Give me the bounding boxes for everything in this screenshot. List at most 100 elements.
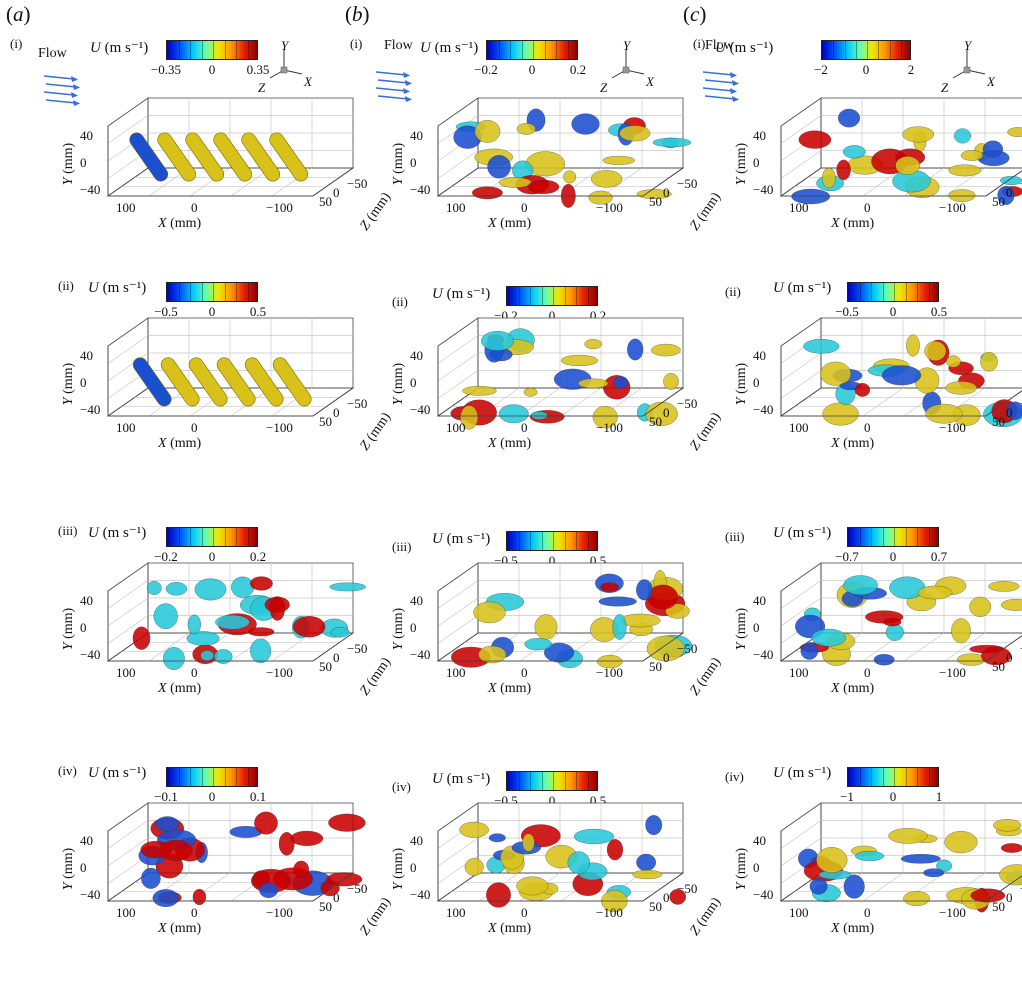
colorbar-segment [901, 41, 902, 59]
colorbar-segment [213, 768, 214, 786]
x-tick-label: −100 [266, 665, 293, 681]
x-axis-var: X [831, 436, 840, 451]
isosurface-blob [918, 586, 952, 599]
colorbar [847, 282, 939, 302]
colorbar-segment [553, 287, 554, 305]
colorbar [847, 527, 939, 547]
y-axis-var: Y [734, 642, 749, 650]
y-axis-unit: (mm) [734, 608, 749, 639]
x-axis-label: X (mm) [831, 921, 874, 937]
colorbar-var: U [432, 286, 443, 302]
isosurface-blob [159, 840, 192, 861]
z-tick-label: 0 [333, 650, 340, 666]
colorbar-segment [883, 528, 884, 546]
y-axis-label: Y (mm) [391, 848, 407, 890]
x-tick-label: 100 [446, 420, 466, 436]
y-tick-label: −40 [753, 647, 773, 663]
colorbar-title: U (m s⁻¹) [88, 278, 146, 297]
colorbar-unit: (m s⁻¹) [730, 40, 774, 56]
isosurface-blob [855, 851, 884, 861]
x-axis-var: X [158, 681, 167, 696]
z-tick-label: 50 [992, 899, 1005, 915]
colorbar [166, 282, 258, 302]
x-tick-label: 0 [864, 200, 871, 216]
z-tick-label: 0 [1006, 650, 1013, 666]
isosurface-blob [903, 891, 929, 906]
x-tick-label: 100 [116, 905, 136, 921]
colorbar-segment [179, 768, 180, 786]
y-axis-unit: (mm) [391, 363, 406, 394]
y-axis-var: Y [61, 177, 76, 185]
y-axis-label: Y (mm) [61, 143, 77, 185]
isosurface-blob [896, 156, 920, 174]
3d-axes-box [340, 805, 660, 1000]
isosurface-blob [193, 889, 206, 905]
y-tick-label: 0 [80, 620, 87, 636]
colorbar-segment [533, 41, 534, 59]
x-tick-label: −100 [939, 665, 966, 681]
isosurface-blob [613, 376, 628, 388]
colorbar-segment [845, 41, 846, 59]
z-tick-label: 0 [1006, 405, 1013, 421]
x-axis-unit: (mm) [170, 921, 201, 936]
y-tick-label: −40 [410, 647, 430, 663]
isosurface-blob [636, 580, 652, 601]
z-tick-label: 50 [319, 659, 332, 675]
isosurface-blob [993, 819, 1021, 831]
colorbar-segment [545, 41, 546, 59]
x-tick-label: 100 [446, 200, 466, 216]
colorbar-segment [213, 528, 214, 546]
colorbar-var: U [420, 40, 431, 56]
colorbar-segment [553, 772, 554, 790]
isosurface-blob [188, 615, 201, 634]
panel-2-1: (ii)U (m s⁻¹)−0.500.5400−401000−100500−5… [683, 270, 1003, 500]
isosurface-blob [531, 412, 547, 420]
colorbar [506, 286, 598, 306]
x-axis-label: X (mm) [158, 681, 201, 697]
isosurface-blob [279, 832, 294, 855]
colorbar-var: U [773, 765, 784, 781]
colorbar-tick-min: −0.7 [835, 549, 859, 565]
colorbar-segment [917, 283, 918, 301]
x-tick-label: −100 [596, 665, 623, 681]
colorbar [486, 40, 578, 60]
isosurface-blob [855, 383, 870, 396]
isosurface-blob [486, 883, 510, 908]
isosurface-blob [599, 597, 637, 607]
isosurface-blob [166, 582, 187, 595]
isosurface-blob [195, 579, 226, 601]
isosurface-blob [636, 854, 655, 871]
z-tick-label: 50 [992, 414, 1005, 430]
x-tick-label: 100 [446, 665, 466, 681]
y-axis-label: Y (mm) [61, 363, 77, 405]
colorbar-tick-max: 0.2 [570, 62, 586, 78]
isosurface-blob [141, 868, 160, 889]
y-axis-unit: (mm) [61, 143, 76, 174]
isosurface-blob [231, 577, 254, 598]
x-axis-label: X (mm) [488, 681, 531, 697]
x-tick-label: −100 [596, 905, 623, 921]
colorbar-segment [190, 528, 191, 546]
z-tick-label: 50 [319, 194, 332, 210]
colorbar-segment [248, 528, 249, 546]
z-tick-label: 50 [319, 414, 332, 430]
isosurface-blob [294, 861, 309, 878]
y-tick-label: 0 [80, 860, 87, 876]
isosurface-blob [844, 875, 865, 899]
y-tick-label: 40 [410, 593, 423, 609]
3d-axes-box [0, 565, 320, 760]
y-tick-label: 0 [753, 620, 760, 636]
colorbar-unit: (m s⁻¹) [447, 286, 491, 302]
triad-label-z: Z [258, 80, 265, 96]
y-tick-label: 0 [753, 375, 760, 391]
colorbar-tick-min: −0.1 [154, 789, 178, 805]
colorbar-segment [565, 532, 566, 550]
x-tick-label: 100 [116, 420, 136, 436]
y-axis-var: Y [61, 642, 76, 650]
isosurface-blob [187, 631, 220, 645]
isosurface-blob [957, 654, 985, 666]
column-letter-text: c [690, 2, 699, 26]
x-tick-label: 0 [191, 665, 198, 681]
